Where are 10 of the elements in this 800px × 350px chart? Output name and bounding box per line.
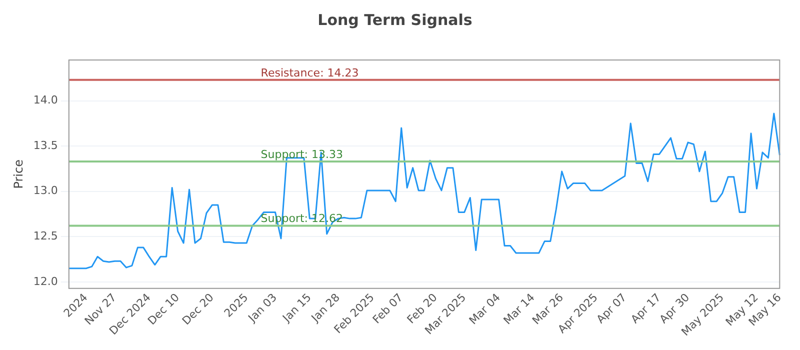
x-tick-label: Mar 04 [466, 290, 503, 328]
y-tick-label: 12.5 [33, 230, 58, 243]
y-axis-title: Price [11, 160, 26, 189]
ref-line-label: Resistance: 14.23 [260, 66, 359, 80]
x-tick-label: Dec 20 [180, 290, 216, 328]
y-tick-label: 12.0 [33, 274, 58, 288]
y-tick-label: 13.0 [33, 184, 58, 198]
y-tick-label: 14.0 [33, 94, 58, 107]
y-tick-label: 13.5 [33, 138, 58, 152]
chart-title: Long Term Signals [318, 10, 472, 29]
